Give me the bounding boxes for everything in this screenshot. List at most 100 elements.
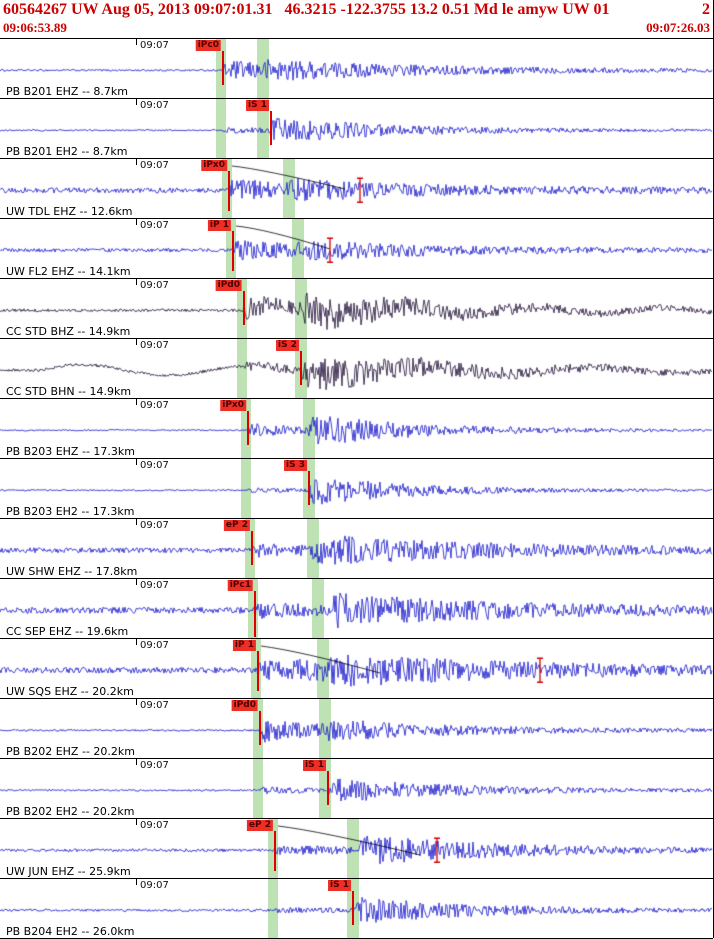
waveform-canvas[interactable] <box>0 219 713 278</box>
minute-label: 09:07 <box>140 220 169 231</box>
minute-tick <box>136 159 137 165</box>
trace-row[interactable]: 09:07 iPx0 UW TDL EHZ -- 12.6km <box>0 159 713 219</box>
pick-label[interactable]: iP 1 <box>207 220 231 231</box>
waveform-canvas[interactable] <box>0 519 713 578</box>
pick-label[interactable]: iPx0 <box>220 400 246 411</box>
trace-row[interactable]: 09:07 iPc0 PB B201 EHZ -- 8.7km <box>0 39 713 99</box>
minute-label: 09:07 <box>140 280 169 291</box>
pick-label[interactable]: iS 3 <box>284 460 307 471</box>
station-label: PB B204 EH2 -- 26.0km <box>6 925 135 938</box>
pick-line[interactable] <box>251 531 253 565</box>
pick-line[interactable] <box>274 831 276 871</box>
trace-row[interactable]: 09:07 iP 1 UW SQS EHZ -- 20.2km <box>0 639 713 699</box>
pick-line[interactable] <box>352 891 354 925</box>
waveform-canvas[interactable] <box>0 639 713 698</box>
minute-label: 09:07 <box>140 640 169 651</box>
pick-line[interactable] <box>222 51 224 85</box>
pick-label[interactable]: iP 1 <box>232 640 256 651</box>
minute-tick <box>136 399 137 405</box>
waveform-canvas[interactable] <box>0 159 713 218</box>
pick-line[interactable] <box>300 351 302 385</box>
minute-tick <box>136 99 137 105</box>
pick-label[interactable]: iPc1 <box>227 580 253 591</box>
station-label: UW JUN EHZ -- 25.9km <box>6 865 131 878</box>
trace-row[interactable]: 09:07 iPd0 PB B202 EHZ -- 20.2km <box>0 699 713 759</box>
pick-line[interactable] <box>327 771 329 805</box>
station-label: PB B201 EH2 -- 8.7km <box>6 145 128 158</box>
minute-label: 09:07 <box>140 760 169 771</box>
waveform-canvas[interactable] <box>0 39 713 98</box>
event-header: 60564267 UW Aug 05, 2013 09:07:01.31 46.… <box>0 0 713 38</box>
station-label: UW FL2 EHZ -- 14.1km <box>6 265 131 278</box>
pick-label[interactable]: iPx0 <box>201 160 227 171</box>
minute-label: 09:07 <box>140 40 169 51</box>
pick-line[interactable] <box>247 411 249 445</box>
pick-line[interactable] <box>232 231 234 271</box>
minute-label: 09:07 <box>140 160 169 171</box>
pick-label[interactable]: iPd0 <box>215 280 242 291</box>
trace-row[interactable]: 09:07 iPd0 CC STD BHZ -- 14.9km <box>0 279 713 339</box>
station-label: UW SHW EHZ -- 17.8km <box>6 565 138 578</box>
minute-label: 09:07 <box>140 820 169 831</box>
pick-label[interactable]: iPd0 <box>231 700 258 711</box>
waveform-canvas[interactable] <box>0 879 713 938</box>
waveform-canvas[interactable] <box>0 99 713 158</box>
minute-label: 09:07 <box>140 400 169 411</box>
pick-line[interactable] <box>257 651 259 691</box>
pick-label[interactable]: iS 2 <box>276 340 299 351</box>
waveform-canvas[interactable] <box>0 579 713 638</box>
window-start-time: 09:06:53.89 <box>3 20 67 35</box>
minute-label: 09:07 <box>140 460 169 471</box>
trace-row[interactable]: 09:07 iS 3 PB B203 EH2 -- 17.3km <box>0 459 713 519</box>
pick-label[interactable]: iS 1 <box>303 760 326 771</box>
trace-row[interactable]: 09:07 iP 1 UW FL2 EHZ -- 14.1km <box>0 219 713 279</box>
station-label: PB B202 EHZ -- 20.2km <box>6 745 135 758</box>
minute-label: 09:07 <box>140 520 169 531</box>
station-label: PB B201 EHZ -- 8.7km <box>6 85 128 98</box>
pick-label[interactable]: eP 2 <box>223 520 250 531</box>
pick-line[interactable] <box>254 591 256 637</box>
minute-label: 09:07 <box>140 700 169 711</box>
pick-line[interactable] <box>270 111 272 145</box>
pick-line[interactable] <box>308 471 310 505</box>
minute-tick <box>136 459 137 465</box>
trace-row[interactable]: 09:07 iS 1 PB B201 EH2 -- 8.7km <box>0 99 713 159</box>
station-label: PB B203 EH2 -- 17.3km <box>6 505 135 518</box>
minute-tick <box>136 279 137 285</box>
waveform-canvas[interactable] <box>0 399 713 458</box>
pick-line[interactable] <box>243 291 245 325</box>
trace-row[interactable]: 09:07 iPc1 CC SEP EHZ -- 19.6km <box>0 579 713 639</box>
minute-tick <box>136 759 137 765</box>
station-label: CC STD BHZ -- 14.9km <box>6 325 131 338</box>
trace-row[interactable]: 09:07 iS 2 CC STD BHN -- 14.9km <box>0 339 713 399</box>
pick-label[interactable]: iPc0 <box>195 40 221 51</box>
minute-label: 09:07 <box>140 880 169 891</box>
title-line: 60564267 UW Aug 05, 2013 09:07:01.31 46.… <box>3 1 710 19</box>
minute-tick <box>136 879 137 885</box>
trace-row[interactable]: 09:07 eP 2 UW JUN EHZ -- 25.9km <box>0 819 713 879</box>
station-label: CC SEP EHZ -- 19.6km <box>6 625 129 638</box>
minute-tick <box>136 639 137 645</box>
trace-row[interactable]: 09:07 eP 2 UW SHW EHZ -- 17.8km <box>0 519 713 579</box>
waveform-canvas[interactable] <box>0 819 713 878</box>
pick-label[interactable]: eP 2 <box>246 820 273 831</box>
station-label: CC STD BHN -- 14.9km <box>6 385 132 398</box>
pick-label[interactable]: iS 1 <box>328 880 351 891</box>
pick-label[interactable]: iS 1 <box>246 100 269 111</box>
event-title: 60564267 UW Aug 05, 2013 09:07:01.31 46.… <box>3 1 610 18</box>
waveform-canvas[interactable] <box>0 339 713 398</box>
trace-row[interactable]: 09:07 iS 1 PB B204 EH2 -- 26.0km <box>0 879 713 939</box>
waveform-canvas[interactable] <box>0 279 713 338</box>
waveform-canvas[interactable] <box>0 759 713 818</box>
waveform-canvas[interactable] <box>0 459 713 518</box>
trace-row[interactable]: 09:07 iS 1 PB B202 EH2 -- 20.2km <box>0 759 713 819</box>
minute-label: 09:07 <box>140 100 169 111</box>
pick-line[interactable] <box>259 711 261 745</box>
minute-tick <box>136 579 137 585</box>
pick-line[interactable] <box>228 171 230 211</box>
waveform-canvas[interactable] <box>0 699 713 758</box>
minute-tick <box>136 219 137 225</box>
station-label: UW SQS EHZ -- 20.2km <box>6 685 134 698</box>
trace-row[interactable]: 09:07 iPx0 PB B203 EHZ -- 17.3km <box>0 399 713 459</box>
